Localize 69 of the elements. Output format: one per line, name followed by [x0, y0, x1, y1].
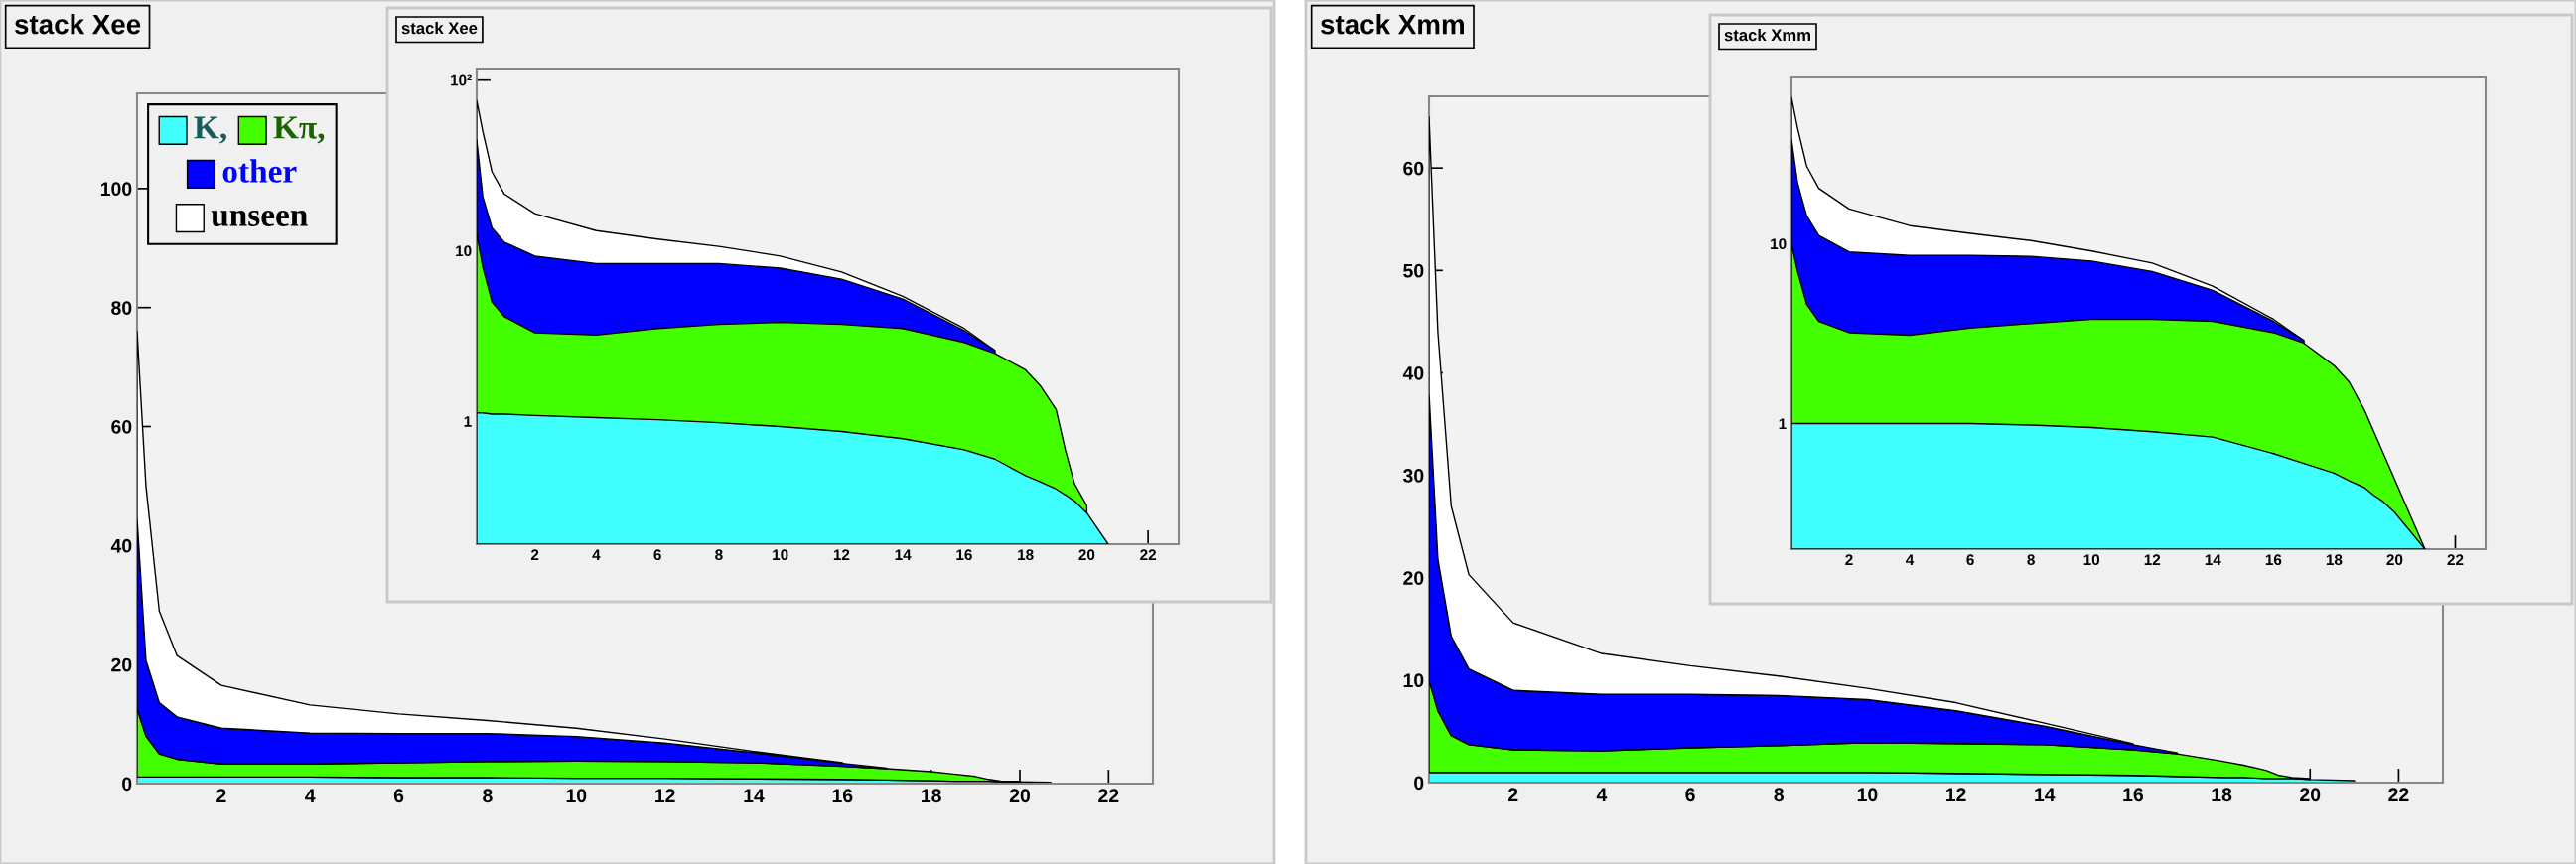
- y-tick-label: 20: [1403, 571, 1424, 585]
- chart-title: stack Xee: [14, 14, 141, 35]
- x-tick-label: 16: [2123, 788, 2144, 802]
- y-tick-label: 0: [1414, 776, 1424, 791]
- legend-label: Kπ,: [273, 116, 325, 144]
- legend-label: K,: [194, 116, 226, 144]
- y-tick-label: 60: [1403, 161, 1424, 176]
- y-tick-label: 50: [1403, 263, 1424, 278]
- y-tick-label: 1: [464, 416, 472, 427]
- y-tick-label: 0: [122, 777, 132, 792]
- y-tick-label: 30: [1402, 469, 1424, 483]
- x-tick-label: 16: [956, 549, 972, 561]
- y-tick-label: 100: [100, 182, 132, 197]
- y-tick-label: 10: [1403, 673, 1424, 688]
- x-tick-label: 10: [566, 789, 587, 803]
- y-tick-label: 10²: [451, 74, 472, 86]
- x-tick-label: 2: [1507, 788, 1518, 801]
- x-tick-label: 6: [393, 789, 404, 803]
- legend-label: other: [222, 159, 297, 183]
- x-tick-label: 22: [1140, 549, 1157, 560]
- x-tick-label: 18: [1018, 549, 1034, 561]
- x-tick-label: 14: [2035, 788, 2056, 801]
- x-tick-label: 2: [530, 549, 539, 560]
- legend-label: unseen: [211, 210, 308, 226]
- x-tick-label: 20: [2386, 554, 2403, 566]
- chart-title: stack Xmm: [1320, 14, 1464, 35]
- x-tick-label: 12: [833, 549, 850, 560]
- y-tick-label: 20: [111, 657, 132, 672]
- x-tick-label: 12: [655, 789, 675, 802]
- x-tick-label: 8: [1774, 788, 1785, 802]
- y-tick-label: 80: [111, 301, 132, 315]
- x-tick-label: 14: [744, 789, 765, 802]
- y-tick-label: 40: [1402, 365, 1424, 380]
- chart-title: stack Xee: [401, 22, 478, 35]
- x-tick-label: 4: [1906, 554, 1915, 565]
- y-tick-label: 40: [110, 538, 132, 553]
- x-tick-label: 4: [305, 789, 316, 802]
- x-tick-label: 10: [773, 549, 788, 561]
- x-tick-label: 18: [2326, 554, 2343, 566]
- y-tick-label: 1: [1779, 418, 1787, 429]
- x-tick-label: 16: [832, 789, 853, 803]
- x-tick-label: 22: [2388, 788, 2409, 801]
- x-tick-label: 8: [483, 789, 493, 803]
- x-tick-label: 12: [1945, 788, 1966, 801]
- x-tick-label: 14: [2205, 554, 2221, 565]
- x-tick-label: 6: [1966, 554, 1974, 566]
- x-tick-label: 12: [2144, 554, 2161, 565]
- x-tick-label: 10: [2083, 554, 2100, 566]
- y-tick-label: 10: [456, 245, 472, 257]
- x-tick-label: 10: [1857, 788, 1878, 802]
- x-tick-label: 8: [2027, 554, 2035, 566]
- x-tick-label: 4: [1596, 788, 1608, 801]
- x-tick-label: 22: [2447, 554, 2464, 565]
- x-tick-label: 6: [1685, 788, 1695, 802]
- x-tick-label: 18: [2212, 788, 2232, 802]
- x-tick-label: 20: [2300, 788, 2321, 802]
- x-tick-label: 14: [895, 549, 912, 560]
- y-tick-label: 60: [111, 419, 132, 434]
- x-tick-label: 22: [1098, 789, 1119, 802]
- x-tick-label: 4: [592, 549, 601, 560]
- x-tick-label: 2: [1845, 554, 1853, 565]
- chart-title: stack Xmm: [1724, 29, 1810, 42]
- x-tick-label: 6: [653, 549, 661, 561]
- x-tick-label: 20: [1009, 789, 1030, 803]
- x-tick-label: 16: [2265, 554, 2282, 566]
- x-tick-label: 2: [216, 789, 226, 802]
- x-tick-label: 20: [1078, 549, 1095, 561]
- x-tick-label: 18: [922, 789, 941, 803]
- x-tick-label: 8: [715, 549, 723, 561]
